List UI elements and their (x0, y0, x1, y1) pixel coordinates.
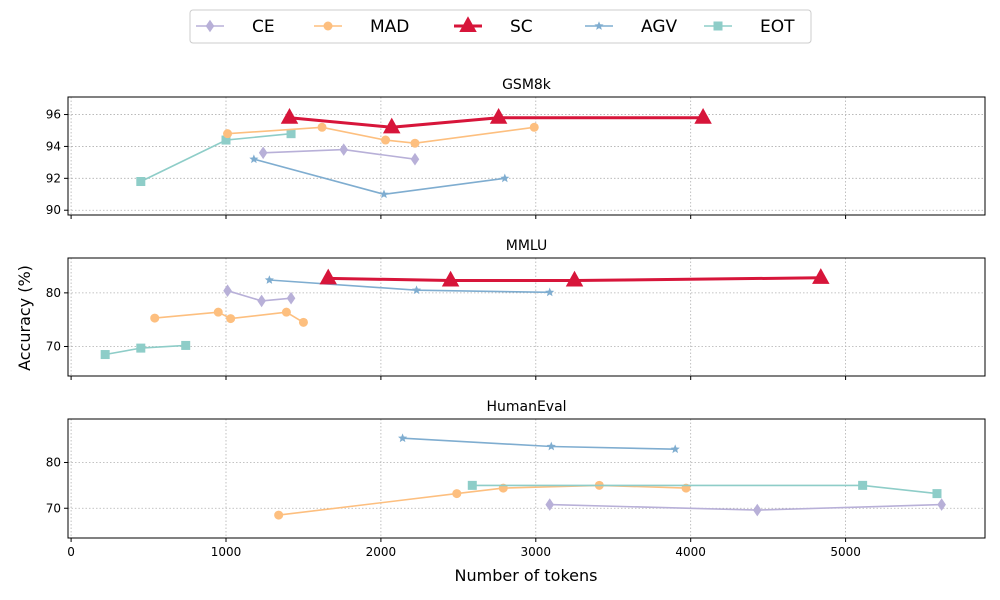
data-point-ce (937, 498, 946, 511)
legend-entry-agv: AGV (585, 17, 678, 37)
data-point-eot (181, 340, 191, 350)
data-point-agv (546, 441, 556, 451)
data-point-sc (382, 117, 401, 134)
data-point-eot (221, 135, 231, 145)
data-point-agv (500, 173, 510, 183)
legend-entry-eot: EOT (704, 17, 795, 37)
legend-frame (189, 9, 812, 44)
series-line-agv (253, 158, 505, 196)
data-point-eot (858, 480, 868, 490)
data-point-agv (398, 433, 408, 443)
x-tick-label: 3000 (521, 545, 552, 559)
panel-title: GSM8k (502, 77, 552, 93)
panel-mmlu: 70 80 MMLU (46, 238, 986, 380)
y-axis-label: Accuracy (%) (15, 265, 34, 371)
panel-humaneval: 70 80 0 1000 2000 3000 4000 5000 HumanEval (46, 399, 986, 559)
legend-label: EOT (760, 17, 795, 37)
x-tick-label: 2000 (366, 545, 397, 559)
data-point-eot (286, 129, 296, 139)
series-line-agv (402, 437, 676, 450)
series-line-sc (289, 116, 704, 129)
x-tick-label: 4000 (675, 545, 706, 559)
data-point-mad (298, 317, 308, 327)
legend-label: AGV (641, 17, 678, 37)
legend: CE MAD SC AGV EOT (189, 9, 812, 44)
data-point-eot (932, 489, 942, 499)
legend-label: CE (252, 17, 275, 37)
y-tick-label: 94 (46, 139, 61, 153)
chart-panels: 90 92 94 96 GSM8k 70 80 MMLU 70 80 0 1000 2000 3000 40… (46, 77, 986, 559)
data-point-agv (670, 444, 680, 454)
data-point-ce (752, 503, 762, 517)
data-point-ce (410, 152, 420, 166)
y-tick-label: 70 (46, 340, 61, 354)
x-tick-label: 1000 (211, 545, 242, 559)
data-point-eot (100, 350, 110, 360)
data-point-mad (410, 138, 420, 148)
data-point-ce (223, 284, 232, 298)
data-point-sc (812, 268, 830, 284)
series-line-mad (278, 484, 687, 516)
data-point-mad (281, 307, 291, 317)
y-tick-label: 92 (46, 171, 61, 185)
y-tick-label: 70 (46, 501, 61, 515)
data-point-ce (286, 291, 296, 305)
panel-frame (67, 96, 986, 216)
data-point-sc (441, 270, 460, 287)
legend-marker (459, 16, 477, 33)
data-point-mad (150, 313, 160, 323)
data-point-sc (319, 268, 337, 285)
panel-frame (67, 257, 986, 377)
data-point-ce (258, 146, 268, 160)
series-line-ce (549, 503, 942, 511)
data-point-agv (379, 189, 389, 199)
data-point-mad (226, 314, 236, 324)
data-point-ce (339, 143, 349, 156)
data-point-mad (223, 129, 233, 139)
data-point-agv (264, 275, 274, 284)
legend-label: SC (510, 17, 533, 37)
legend-marker (323, 21, 333, 31)
data-point-agv (249, 154, 259, 164)
data-point-sc (280, 108, 299, 124)
data-point-mad (317, 122, 327, 132)
legend-entry-sc: SC (454, 16, 533, 37)
legend-marker (713, 21, 723, 31)
y-tick-label: 80 (46, 455, 61, 469)
data-point-agv (545, 287, 555, 297)
legend-label: MAD (370, 17, 409, 37)
data-point-sc (694, 108, 712, 124)
data-point-sc (565, 270, 584, 287)
x-tick-label: 5000 (830, 545, 861, 559)
data-point-ce (257, 294, 266, 308)
legend-marker (205, 19, 215, 33)
panel-frame (67, 418, 986, 539)
data-point-mad (452, 489, 462, 499)
x-tick-label: 0 (67, 545, 75, 559)
data-point-agv (411, 285, 422, 295)
data-point-sc (489, 108, 508, 124)
series-line-ce (263, 148, 416, 160)
y-tick-label: 90 (46, 203, 61, 217)
data-point-mad (529, 122, 539, 132)
legend-entry-mad: MAD (314, 17, 409, 37)
panel-title: MMLU (506, 238, 548, 254)
panel-title: HumanEval (486, 399, 566, 415)
series-line-sc (328, 276, 821, 282)
y-tick-label: 80 (46, 286, 61, 300)
data-point-ce (545, 498, 555, 511)
panel-gsm8k: 90 92 94 96 GSM8k (46, 77, 986, 219)
y-tick-label: 96 (46, 108, 61, 122)
x-axis-label: Number of tokens (455, 566, 598, 585)
data-point-mad (381, 135, 391, 145)
legend-entry-ce: CE (196, 17, 275, 37)
data-point-eot (136, 177, 146, 187)
data-point-eot (467, 480, 477, 490)
legend-marker (594, 21, 604, 30)
data-point-mad (213, 307, 223, 317)
data-point-mad (274, 510, 284, 520)
data-point-eot (136, 343, 146, 353)
series-line-eot (140, 132, 292, 183)
